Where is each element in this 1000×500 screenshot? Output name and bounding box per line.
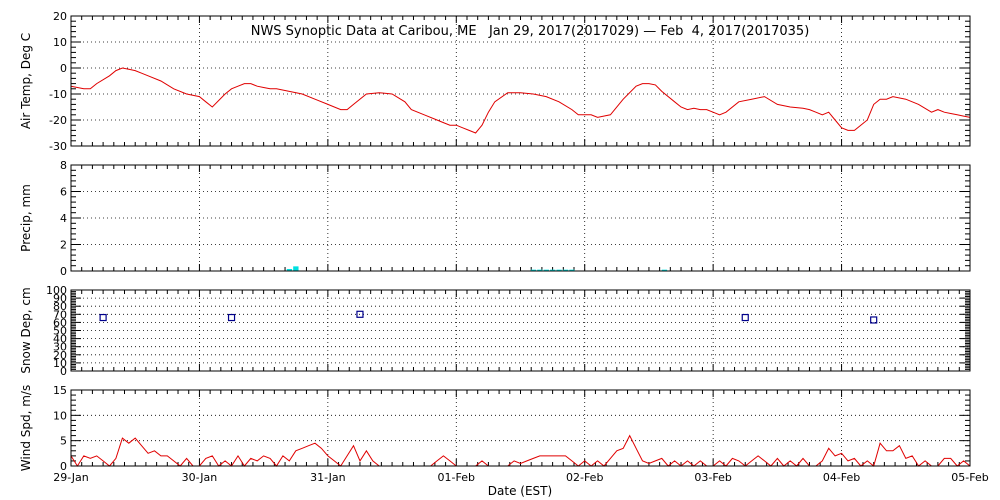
series-line-wind_speed [70, 434, 971, 467]
y-tick-label: 10 [53, 357, 67, 370]
x-tick-label: 05-Feb [951, 471, 988, 484]
panel-frame [70, 15, 971, 147]
y-tick-label: 40 [53, 333, 67, 346]
y-tick-label: 10 [53, 36, 67, 49]
snow-point [227, 313, 236, 322]
precip-bar [569, 269, 575, 271]
panel-frame [70, 289, 971, 372]
precip-bar [661, 269, 668, 271]
panel-wind_speed: 0 5 10 15 Wind Spd, m/s [19, 384, 971, 473]
y-tick-label: 2 [60, 239, 67, 252]
x-tick-label: 03-Feb [694, 471, 731, 484]
y-tick-label: 80 [53, 300, 67, 313]
y-tick-label: -30 [49, 140, 67, 153]
panel-frame [70, 389, 971, 467]
panel-frame [70, 164, 971, 272]
x-tick-label: 31-Jan [310, 471, 346, 484]
snow-point [870, 316, 878, 324]
x-tick-labels: 29-Jan 30-Jan 31-Jan 01-Feb 02-Feb 03-Feb 04-F… [53, 471, 989, 484]
snow-point [99, 313, 107, 322]
y-tick-label: 0 [60, 365, 67, 378]
y-tick-label: 60 [53, 316, 67, 329]
x-tick-label: 02-Feb [566, 471, 603, 484]
precip-bar [537, 269, 543, 271]
y-tick-label: 20 [53, 349, 67, 362]
y-tick-label: 0 [60, 460, 67, 473]
snow-point [356, 310, 364, 318]
precip-bar [543, 269, 549, 271]
x-tick-label: 29-Jan [53, 471, 89, 484]
y-axis-label: Air Temp, Deg C [19, 33, 33, 129]
x-tick-label: 01-Feb [438, 471, 475, 484]
y-tick-label: 8 [60, 159, 67, 172]
y-tick-label: 15 [53, 384, 67, 397]
y-tick-label: 10 [53, 409, 67, 422]
y-tick-label: 90 [53, 292, 67, 305]
panel-air_temp: -30 -20 -10 0 10 20 Air Temp, Deg C [19, 10, 971, 153]
precip-bar [530, 269, 537, 271]
precip-bar [556, 269, 562, 271]
y-tick-label: 5 [60, 435, 67, 448]
y-axis-label: Snow Dep, cm [19, 287, 33, 373]
y-axis-label: Precip, mm [19, 184, 33, 252]
x-tick-label: 04-Feb [823, 471, 860, 484]
y-tick-label: 100 [46, 284, 67, 297]
precip-bar [286, 269, 293, 271]
y-tick-label: -10 [49, 88, 67, 101]
y-tick-label: 70 [53, 308, 67, 321]
chart-title: NWS Synoptic Data at Caribou, ME Jan 29,… [251, 24, 810, 39]
panel-precip: 0 2 4 6 8 Precip, mm [19, 159, 971, 278]
y-tick-label: 0 [60, 62, 67, 75]
y-tick-label: -20 [49, 114, 67, 127]
y-tick-label: 30 [53, 341, 67, 354]
y-tick-label: 0 [60, 265, 67, 278]
x-axis-label: Date (EST) [488, 484, 552, 498]
precip-bar [550, 269, 556, 271]
precip-bar [293, 266, 299, 271]
series-line-air_temp [70, 67, 971, 134]
x-tick-label: 30-Jan [182, 471, 218, 484]
snow-point [741, 313, 749, 322]
precip-bar [562, 269, 569, 271]
y-tick-label: 20 [53, 10, 67, 23]
y-tick-label: 50 [53, 325, 67, 338]
y-tick-label: 4 [60, 212, 67, 225]
y-tick-label: 6 [60, 186, 67, 199]
y-axis-label: Wind Spd, m/s [19, 385, 33, 471]
